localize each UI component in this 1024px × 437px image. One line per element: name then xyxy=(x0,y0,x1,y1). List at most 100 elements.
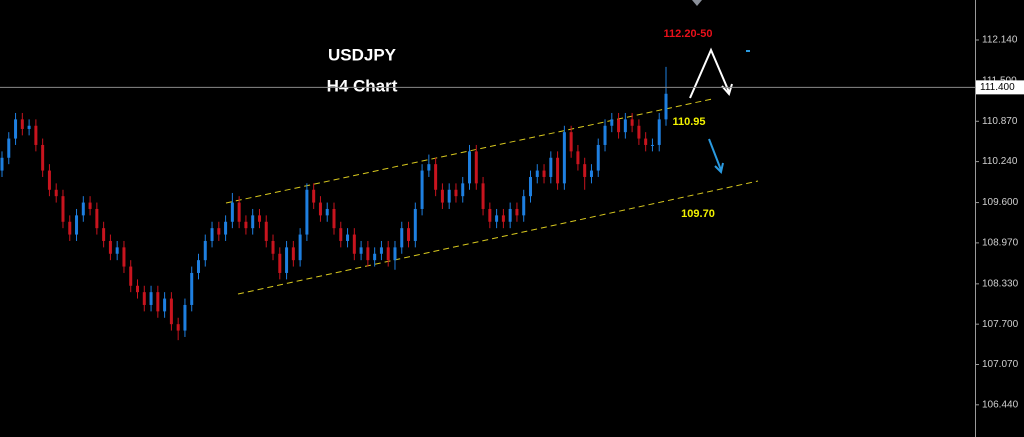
forecast-arrow xyxy=(689,47,730,99)
candle-body xyxy=(352,234,356,254)
y-tick-label: 108.330 xyxy=(982,278,1019,289)
candle-body xyxy=(108,240,112,254)
candle-body xyxy=(644,138,648,145)
candle-body xyxy=(359,247,363,254)
candle-body xyxy=(257,215,261,222)
candle-body xyxy=(291,247,295,261)
candle-body xyxy=(224,221,228,235)
target-label: 112.20-50 xyxy=(664,28,713,40)
upper-channel-line xyxy=(225,98,713,204)
candle-body xyxy=(393,247,397,261)
candle-body xyxy=(535,170,539,177)
y-tick-label: 106.440 xyxy=(982,399,1019,410)
candle-body xyxy=(379,247,383,254)
candle-body xyxy=(298,234,302,261)
candle-body xyxy=(461,183,465,197)
candle-body xyxy=(251,215,255,229)
candle-body xyxy=(569,132,573,152)
resistance-label: 110.95 xyxy=(672,116,705,128)
candle-body xyxy=(230,202,234,222)
candle-body xyxy=(562,132,566,184)
candle-body xyxy=(454,189,458,197)
candle-body xyxy=(115,247,119,254)
candle-body xyxy=(325,208,329,216)
candle-body xyxy=(440,189,444,203)
candle-body xyxy=(596,144,600,171)
candle-body xyxy=(556,157,560,184)
down-arrow xyxy=(708,138,722,171)
y-tick-label: 110.240 xyxy=(982,156,1018,167)
candle-body xyxy=(488,208,492,222)
candle-body xyxy=(637,125,641,139)
candle-body xyxy=(75,215,79,235)
candle-body xyxy=(203,240,207,261)
candle-body xyxy=(589,170,593,177)
candle-body xyxy=(244,221,248,229)
last-price-label: 111.400 xyxy=(980,82,1015,93)
candle-body xyxy=(278,253,282,273)
candle-body xyxy=(88,202,92,209)
candle-body xyxy=(305,189,309,235)
candle-body xyxy=(163,298,167,312)
candle-body xyxy=(190,272,194,305)
candle-body xyxy=(420,170,424,209)
candle-body xyxy=(603,125,607,145)
candle-body xyxy=(447,189,451,203)
y-tick-label: 109.600 xyxy=(982,197,1019,208)
candle-body xyxy=(474,151,478,184)
candle-body xyxy=(7,138,11,158)
candle-body xyxy=(122,247,126,267)
candle-body xyxy=(183,304,187,331)
candle-body xyxy=(332,208,336,229)
candle-body xyxy=(528,176,532,197)
down-arrow-head xyxy=(714,162,724,174)
y-tick-label: 107.700 xyxy=(982,319,1019,330)
candle-body xyxy=(339,228,343,241)
candle-body xyxy=(515,208,519,216)
candle-body xyxy=(522,196,526,216)
candle-body xyxy=(102,228,106,241)
candle-body xyxy=(386,247,390,261)
candle-body xyxy=(576,151,580,165)
candle-body xyxy=(169,298,173,325)
candle-body xyxy=(501,215,505,222)
chart-subtitle: H4 Chart xyxy=(327,76,398,95)
candle-body xyxy=(149,292,153,305)
candle-body xyxy=(434,164,438,190)
candle-body xyxy=(468,151,472,184)
candle-body xyxy=(617,119,621,133)
candle-body xyxy=(657,119,661,145)
candle-body xyxy=(271,240,275,254)
candle-body xyxy=(20,119,24,129)
lower-channel-line xyxy=(237,180,759,295)
candle-body xyxy=(41,144,45,171)
candle-body xyxy=(312,189,316,203)
candle-body xyxy=(373,253,377,261)
candle-body xyxy=(481,183,485,209)
candle-body xyxy=(495,215,499,222)
candle-body xyxy=(68,221,72,235)
candle-body xyxy=(285,247,289,273)
candle-body xyxy=(237,202,241,222)
y-tick-label: 108.970 xyxy=(982,238,1019,249)
candle-body xyxy=(27,125,31,129)
candle-body xyxy=(542,170,546,177)
chart-title: USDJPY xyxy=(328,45,397,64)
candle-body xyxy=(508,208,512,222)
candle-body xyxy=(176,324,180,331)
candle-body xyxy=(142,292,146,305)
candle-body xyxy=(650,144,654,146)
candle-body xyxy=(407,228,411,241)
candle-body xyxy=(427,164,431,171)
y-tick-label: 107.070 xyxy=(982,359,1019,370)
candle-body xyxy=(0,157,4,171)
candle-body xyxy=(217,228,221,235)
candle-body xyxy=(156,292,160,312)
candle-body xyxy=(413,208,417,241)
candle-body xyxy=(400,228,404,248)
candle-body xyxy=(549,157,553,177)
y-tick-label: 110.870 xyxy=(982,116,1018,127)
candle-body xyxy=(664,93,668,120)
